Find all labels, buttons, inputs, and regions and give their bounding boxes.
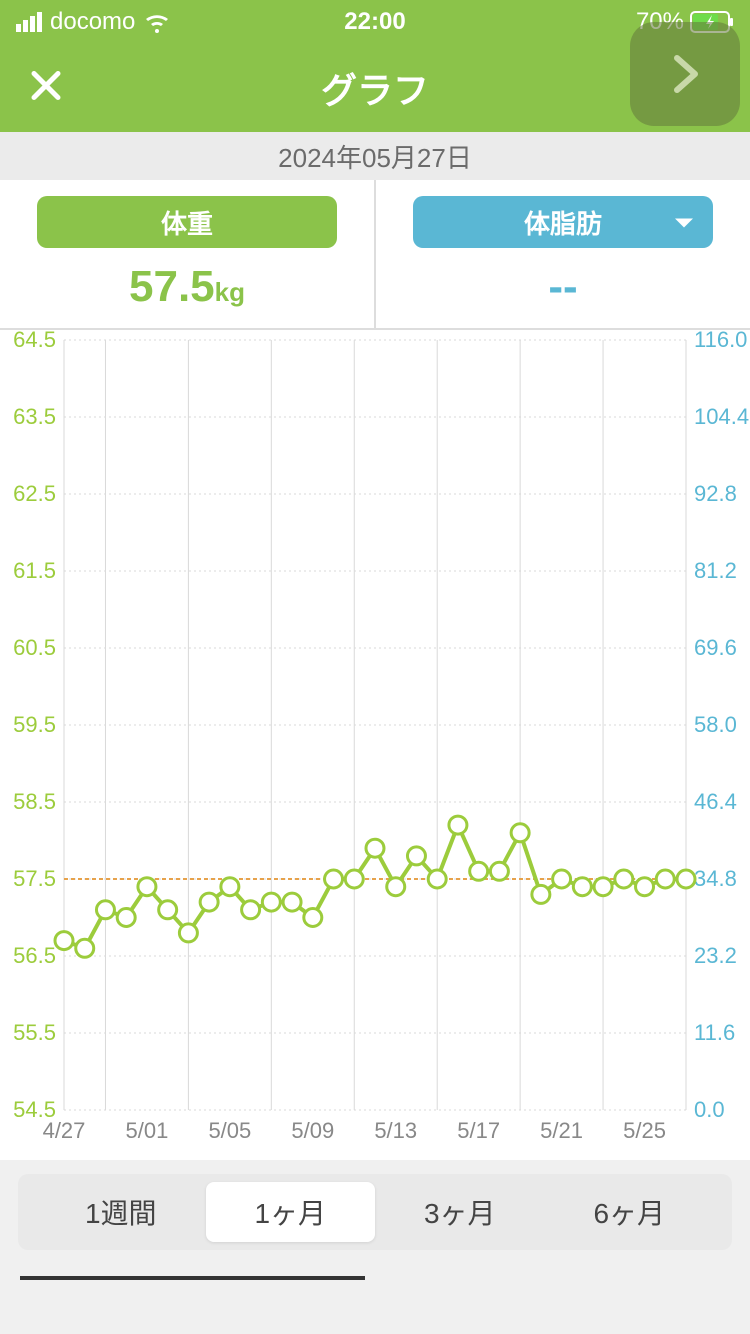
svg-text:4/27: 4/27: [43, 1118, 86, 1143]
svg-text:34.8: 34.8: [694, 866, 737, 891]
svg-text:92.8: 92.8: [694, 481, 737, 506]
metrics-row: 体重 57.5kg 体脂肪 --: [0, 180, 750, 330]
svg-text:57.5: 57.5: [13, 866, 56, 891]
svg-text:64.5: 64.5: [13, 330, 56, 352]
svg-text:5/01: 5/01: [126, 1118, 169, 1143]
date-bar: 2024年05月27日: [0, 132, 750, 180]
weight-button[interactable]: 体重: [37, 196, 337, 248]
bodyfat-value: --: [548, 262, 577, 312]
svg-text:46.4: 46.4: [694, 789, 737, 814]
range-tabs: 1週間 1ヶ月 3ヶ月 6ヶ月: [18, 1174, 732, 1250]
range-tab-1week[interactable]: 1週間: [36, 1182, 206, 1242]
svg-text:55.5: 55.5: [13, 1020, 56, 1045]
page-title: グラフ: [321, 62, 429, 114]
bodyfat-label: 体脂肪: [524, 204, 602, 241]
metric-bodyfat: 体脂肪 --: [376, 180, 750, 328]
svg-text:23.2: 23.2: [694, 943, 737, 968]
weight-chart: 64.5 116.0 63.5 104.4 62.5 92.8 61.5 81.2 60.5 69…: [0, 330, 750, 1160]
svg-text:5/21: 5/21: [540, 1118, 583, 1143]
svg-text:5/05: 5/05: [208, 1118, 251, 1143]
svg-text:5/13: 5/13: [374, 1118, 417, 1143]
svg-text:63.5: 63.5: [13, 404, 56, 429]
svg-text:104.4: 104.4: [694, 404, 749, 429]
svg-text:116.0: 116.0: [694, 330, 747, 352]
chevron-down-icon: [673, 207, 695, 238]
svg-text:58.5: 58.5: [13, 789, 56, 814]
svg-text:58.0: 58.0: [694, 712, 737, 737]
range-tab-3month[interactable]: 3ヶ月: [375, 1182, 545, 1242]
close-button[interactable]: [28, 68, 64, 109]
chart-area[interactable]: 64.5 116.0 63.5 104.4 62.5 92.8 61.5 81.2 60.5 69…: [0, 330, 750, 1160]
svg-text:59.5: 59.5: [13, 712, 56, 737]
nav-bar: グラフ: [0, 44, 750, 132]
forward-button[interactable]: [630, 22, 740, 126]
range-tab-6month[interactable]: 6ヶ月: [545, 1182, 715, 1242]
page-indicator: [0, 1250, 750, 1280]
metric-weight: 体重 57.5kg: [0, 180, 376, 328]
carrier-label: docomo: [50, 8, 135, 36]
svg-text:5/25: 5/25: [623, 1118, 666, 1143]
svg-text:5/09: 5/09: [291, 1118, 334, 1143]
svg-text:0.0: 0.0: [694, 1097, 725, 1122]
clock: 22:00: [344, 8, 405, 36]
svg-text:62.5: 62.5: [13, 481, 56, 506]
range-tab-1month[interactable]: 1ヶ月: [206, 1182, 376, 1242]
svg-text:69.6: 69.6: [694, 635, 737, 660]
wifi-icon: [143, 11, 171, 33]
weight-label: 体重: [161, 204, 213, 241]
svg-text:11.6: 11.6: [694, 1020, 735, 1045]
svg-text:61.5: 61.5: [13, 558, 56, 583]
weight-value: 57.5kg: [129, 262, 245, 312]
current-date: 2024年05月27日: [278, 138, 472, 175]
signal-icon: [16, 12, 42, 32]
svg-text:56.5: 56.5: [13, 943, 56, 968]
svg-text:5/17: 5/17: [457, 1118, 500, 1143]
svg-text:60.5: 60.5: [13, 635, 56, 660]
bodyfat-button[interactable]: 体脂肪: [413, 196, 713, 248]
svg-text:81.2: 81.2: [694, 558, 737, 583]
